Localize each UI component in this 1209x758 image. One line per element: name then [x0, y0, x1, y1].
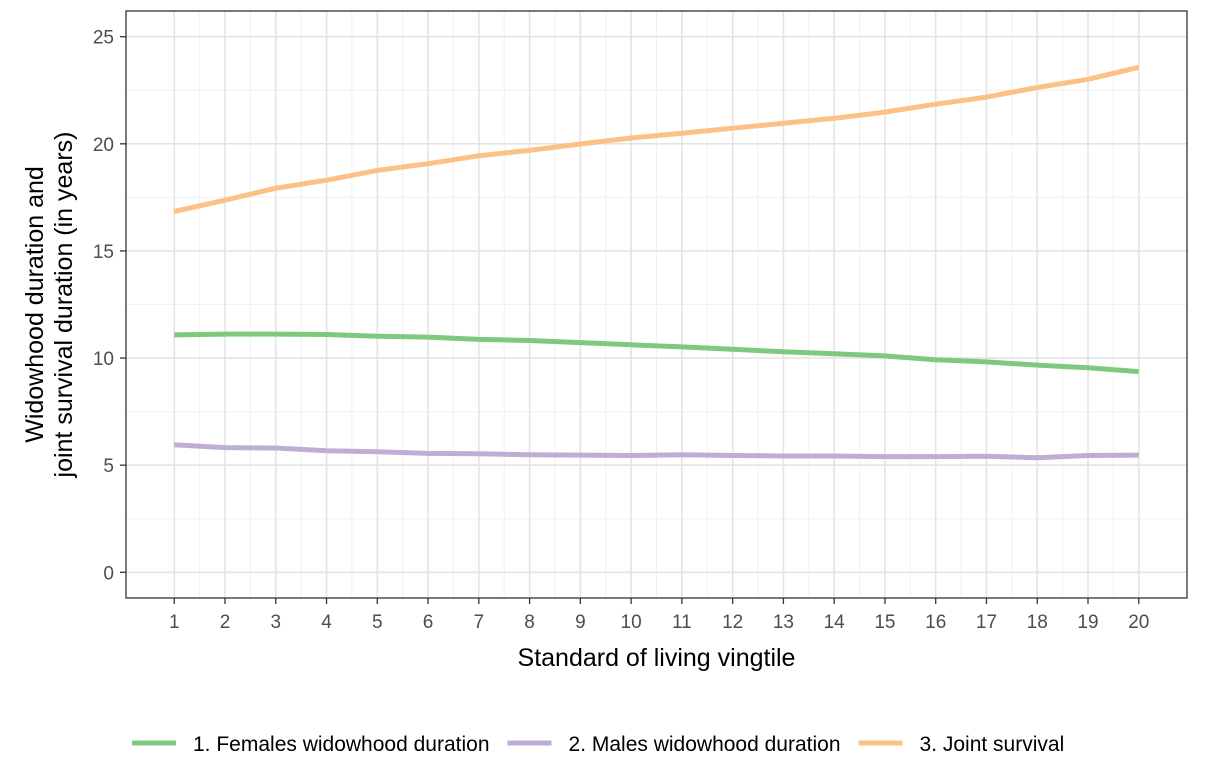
x-tick-label: 15: [874, 612, 895, 633]
legend-label-3: 3. Joint survival: [920, 733, 1065, 756]
legend-label-1: 1. Females widowhood duration: [193, 733, 490, 756]
series-line-2: [174, 442, 1139, 461]
x-tick-label: 19: [1077, 612, 1098, 633]
x-tick-label: 7: [474, 612, 485, 633]
x-tick-label: 8: [524, 612, 535, 633]
x-tick-label: 12: [722, 612, 743, 633]
y-tick-label: 20: [93, 135, 114, 156]
y-axis-title-line-2: joint survival duration (in years): [50, 132, 78, 479]
x-tick-label: 9: [575, 612, 586, 633]
x-tick-label: 4: [321, 612, 332, 633]
x-tick-label: 2: [220, 612, 231, 633]
x-tick-label: 17: [976, 612, 997, 633]
major-gridlines: [126, 11, 1187, 598]
x-tick-label: 10: [621, 612, 642, 633]
y-axis: 0 5 10 15 20 25: [93, 28, 126, 584]
legend-label-2: 2. Males widowhood duration: [569, 733, 841, 756]
x-tick-label: 3: [270, 612, 281, 633]
x-tick-label: 11: [672, 612, 692, 633]
x-tick-label: 13: [773, 612, 794, 633]
series-lines: [173, 64, 1140, 461]
x-axis: 1 2 3 4 5 6 7 8 9 10 11 12 13 14 15 16 17 18 19 20: [169, 598, 1149, 633]
plot-panel-border: [125, 10, 1188, 599]
series-line-3: [173, 64, 1140, 214]
y-tick-label: 0: [103, 563, 114, 584]
y-tick-label: 25: [93, 28, 114, 49]
minor-gridlines: [126, 11, 1187, 598]
x-axis-title: Standard of living vingtile: [518, 644, 796, 672]
x-tick-label: 16: [925, 612, 946, 633]
x-tick-label: 5: [372, 612, 383, 633]
y-tick-label: 5: [103, 456, 114, 477]
x-tick-label: 6: [423, 612, 434, 633]
x-tick-label: 1: [169, 612, 180, 633]
legend: 1. Females widowhood duration 2. Males wi…: [132, 733, 1064, 756]
series-line-1: [174, 331, 1139, 375]
y-tick-label: 15: [93, 242, 114, 263]
y-tick-label: 10: [93, 349, 114, 370]
x-tick-label: 20: [1128, 612, 1149, 633]
x-tick-label: 14: [824, 612, 846, 633]
y-axis-title-line-1: Widowhood duration and: [21, 166, 49, 443]
x-tick-label: 18: [1027, 612, 1048, 633]
